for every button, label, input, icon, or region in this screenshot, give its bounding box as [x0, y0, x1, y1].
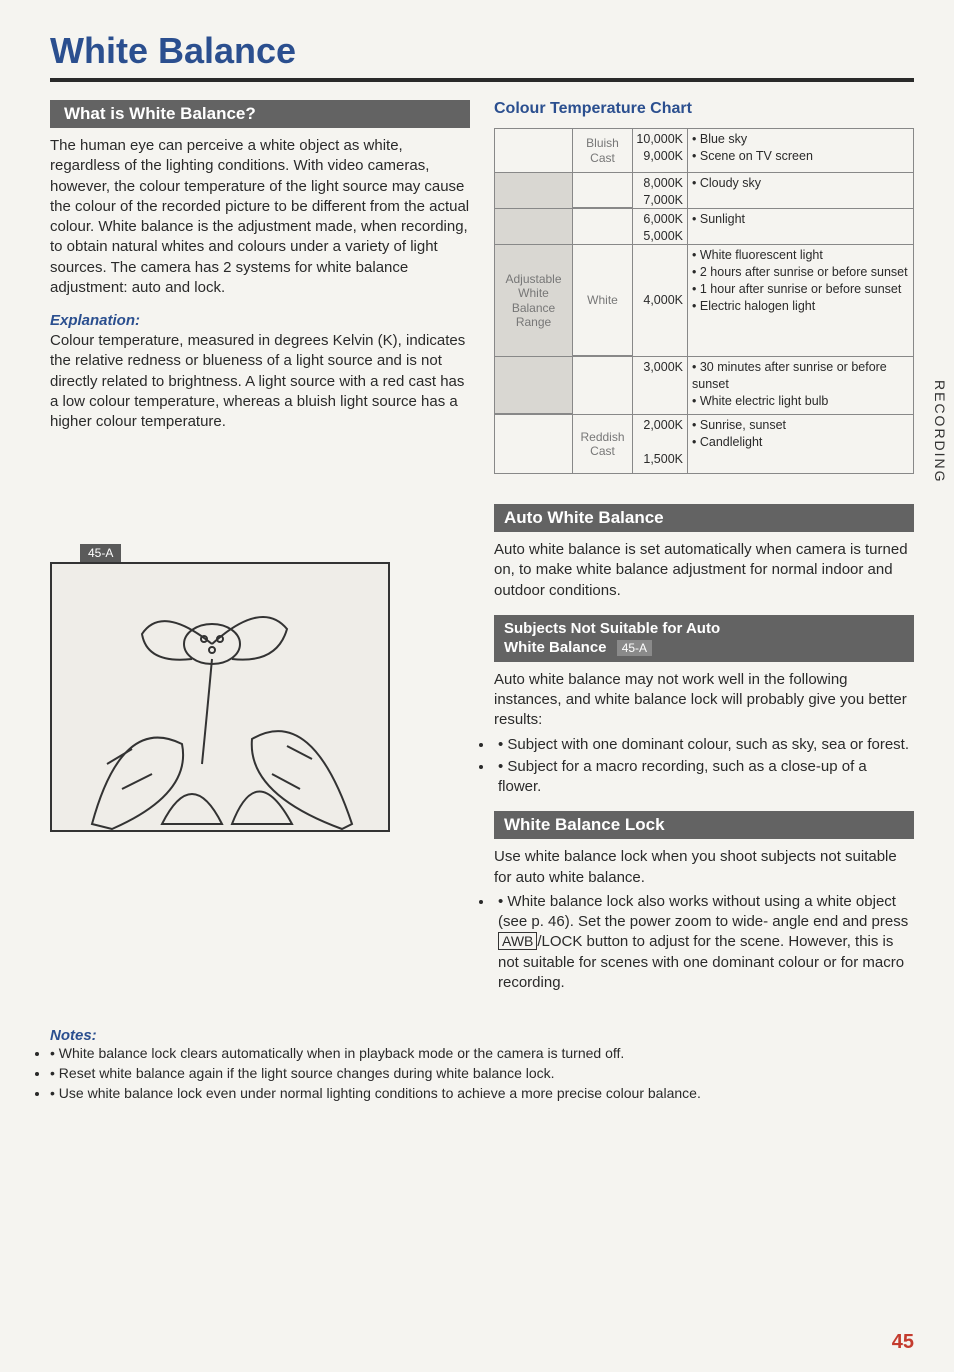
cast-reddish: Reddish Cast	[573, 415, 633, 473]
notes-list: White balance lock clears automatically …	[50, 1044, 914, 1103]
desc-4000: White fluorescent light 2 hours after su…	[688, 245, 913, 356]
left-column: What is White Balance? The human eye can…	[50, 100, 470, 474]
illustration-wrap: 45-A	[50, 544, 470, 832]
adjustable-range-mid	[495, 209, 573, 244]
k-6000-5000: 6,000K5,000K	[633, 209, 688, 244]
note-3: Use white balance lock even under normal…	[50, 1084, 914, 1103]
page-number: 45	[892, 1331, 914, 1354]
bullet-wb-lock: White balance lock also works without us…	[494, 892, 914, 993]
note-1: White balance lock clears automatically …	[50, 1044, 914, 1063]
adjustable-range-label: Adjustable White Balance Range	[495, 245, 573, 356]
desc-sunlight: Sunlight	[688, 209, 913, 244]
right-lower-column: Auto White Balance Auto white balance is…	[494, 504, 914, 1007]
wb-lock-para: Use white balance lock when you shoot su…	[494, 847, 914, 888]
explanation-para: Colour temperature, measured in degrees …	[50, 331, 470, 432]
k-8000-7000: 8,000K7,000K	[633, 173, 688, 208]
not-suitable-bullets: Subject with one dominant colour, such a…	[494, 735, 914, 798]
section-not-suitable: Subjects Not Suitable for Auto White Bal…	[494, 615, 914, 662]
upper-columns: What is White Balance? The human eye can…	[50, 100, 914, 474]
bullet-dominant-colour: Subject with one dominant colour, such a…	[494, 735, 914, 755]
right-column: Colour Temperature Chart Bluish Cast 10,…	[494, 100, 914, 474]
adjustable-range-top	[495, 172, 573, 208]
wb-lock-bullets: White balance lock also works without us…	[494, 892, 914, 993]
desc-cloudy: Cloudy sky	[688, 173, 913, 208]
flower-illustration	[50, 562, 390, 832]
what-is-wb-para: The human eye can perceive a white objec…	[50, 136, 470, 298]
section-auto-wb: Auto White Balance	[494, 504, 914, 532]
k-3000: 3,000K	[633, 357, 688, 414]
desc-2000: Sunrise, sunset Candlelight	[688, 415, 913, 473]
bullet-macro: Subject for a macro recording, such as a…	[494, 757, 914, 798]
not-suitable-para: Auto white balance may not work well in …	[494, 670, 914, 731]
cast-white: White	[573, 245, 633, 356]
k-4000: 4,000K	[633, 245, 688, 356]
chart-title: Colour Temperature Chart	[494, 100, 914, 118]
illustration-column: 45-A	[50, 504, 470, 1007]
adjustable-range-bot	[495, 357, 573, 414]
auto-wb-para: Auto white balance is set automatically …	[494, 540, 914, 601]
chart-spacer-bot	[495, 415, 573, 473]
desc-3000: 30 minutes after sunrise or before sunse…	[688, 357, 913, 414]
cast-reddish-top	[573, 357, 633, 414]
section-wb-lock: White Balance Lock	[494, 811, 914, 839]
illustration-label: 45-A	[80, 544, 121, 562]
k-10000-9000: 10,000K9,000K	[633, 129, 688, 172]
page-title: White Balance	[50, 30, 914, 72]
cast-bluish-cont	[573, 173, 633, 208]
section-what-is-wb: What is White Balance?	[50, 100, 470, 128]
awb-button-label: AWB	[498, 932, 537, 950]
colour-temp-chart: Bluish Cast 10,000K9,000K Blue skyScene …	[494, 128, 914, 474]
explanation-heading: Explanation:	[50, 312, 470, 329]
notes-heading: Notes:	[50, 1027, 914, 1044]
desc-bluesky: Blue skyScene on TV screen	[688, 129, 913, 172]
chart-spacer	[495, 129, 573, 172]
badge-45a: 45-A	[617, 640, 652, 656]
side-tab-recording: RECORDING	[932, 380, 948, 484]
note-2: Reset white balance again if the light s…	[50, 1064, 914, 1083]
title-rule	[50, 78, 914, 82]
k-2000-1500: 2,000K1,500K	[633, 415, 688, 473]
cast-spacer	[573, 209, 633, 244]
cast-bluish: Bluish Cast	[573, 129, 633, 172]
lower-columns: 45-A	[50, 504, 914, 1007]
